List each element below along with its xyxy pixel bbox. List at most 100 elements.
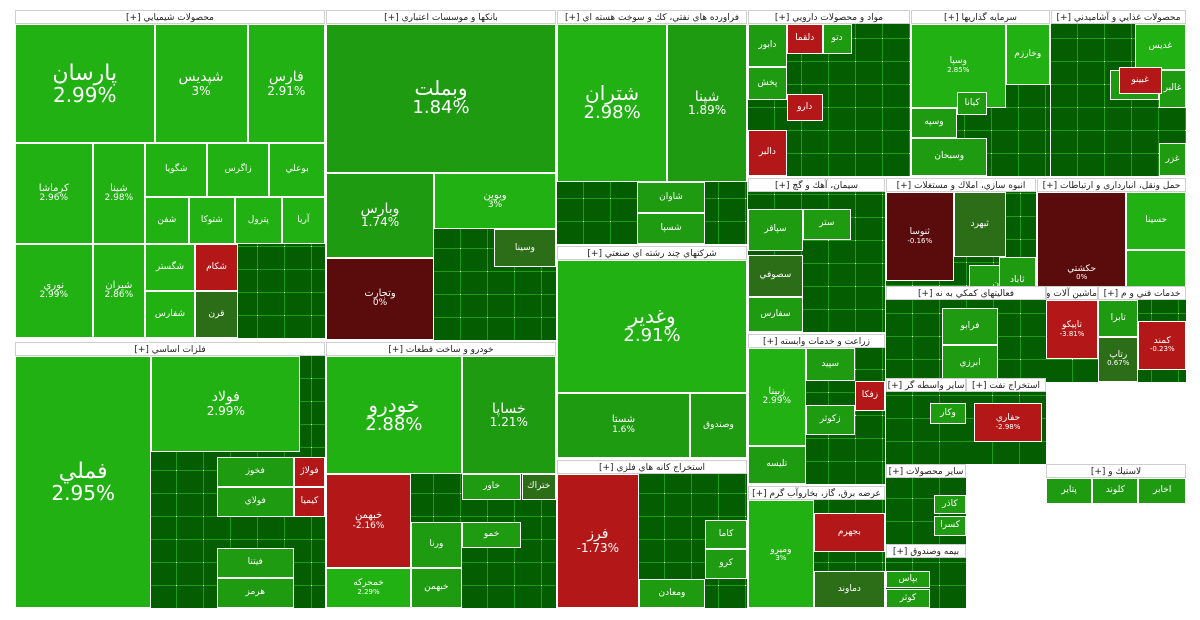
treemap-tile[interactable]: كيميا (294, 487, 325, 518)
sector-header[interactable]: خدمات فني و م [+] (1098, 286, 1186, 300)
treemap-tile[interactable]: حفاري -2.98% (974, 402, 1042, 443)
sector-header[interactable]: بانكها و موسسات اعتباري [+] (326, 10, 556, 24)
treemap-tile[interactable]: تليسه (748, 445, 806, 484)
treemap-tile[interactable]: وسبحان (911, 138, 988, 176)
sector-header[interactable]: مواد و محصولات دارويي [+] (748, 10, 910, 24)
treemap-tile[interactable]: پخش (748, 66, 787, 100)
sector-header[interactable]: ساير واسطه گر [+] (886, 378, 966, 392)
treemap-tile[interactable]: فيتنا (216, 547, 294, 578)
treemap-tile[interactable]: زفكا (854, 380, 885, 411)
treemap-tile[interactable]: غديس (1134, 24, 1186, 70)
treemap-tile[interactable]: شتران 2.98% (557, 24, 668, 183)
treemap-tile[interactable]: فولاي (216, 487, 294, 518)
treemap-tile[interactable]: غالبر (1159, 69, 1186, 108)
treemap-tile[interactable]: دابور (748, 24, 787, 67)
treemap-tile[interactable]: ثنوسا -0.16% (886, 192, 954, 282)
treemap-tile[interactable]: حسينا (1126, 192, 1186, 251)
sector-header[interactable]: محصولات غذايي و آشاميدني [+] (1051, 10, 1186, 24)
treemap-tile[interactable]: وبارس 1.74% (326, 172, 435, 258)
treemap-tile[interactable]: دارو (786, 93, 823, 122)
treemap-tile[interactable]: پارسان 2.99% (15, 24, 155, 144)
sector-header[interactable]: بيمه وصندوق [+] (886, 544, 966, 558)
treemap-tile[interactable]: نوري 2.99% (15, 243, 93, 338)
treemap-tile[interactable]: اخابر (1138, 478, 1186, 504)
treemap-tile[interactable]: تاپيكو -3.81% (1046, 300, 1098, 360)
sector-header[interactable]: فلزات اساسي [+] (15, 342, 325, 356)
treemap-tile[interactable]: خودرو 2.88% (326, 356, 462, 475)
sector-header[interactable]: خودرو و ساخت قطعات [+] (326, 342, 556, 356)
treemap-tile[interactable]: كوثر (886, 589, 930, 608)
treemap-tile[interactable]: شپنا 1.89% (667, 24, 747, 183)
sector-header[interactable]: فعاليتهاي كمكي به نه [+] (886, 286, 1046, 300)
treemap-tile[interactable]: هرمز (216, 577, 294, 608)
treemap-tile[interactable]: شكام (194, 243, 239, 291)
treemap-tile[interactable]: سپيد (805, 348, 855, 381)
treemap-tile[interactable]: سصوفي (748, 255, 803, 297)
sector-header[interactable]: استخراج نفت [+] (966, 378, 1046, 392)
treemap-tile[interactable]: آريا (281, 196, 325, 244)
treemap-tile[interactable]: فارس 2.91% (247, 24, 325, 144)
treemap-tile[interactable]: بوعلي (269, 143, 325, 197)
treemap-tile[interactable]: وسينا (493, 229, 556, 268)
treemap-tile[interactable]: خبهمن (411, 567, 462, 608)
sector-header[interactable]: محصولات شيميايي [+] (15, 10, 325, 24)
treemap-tile[interactable]: فرز -1.73% (557, 474, 639, 608)
treemap-tile[interactable]: دالبر (748, 130, 787, 176)
treemap-tile[interactable]: دلقما (786, 24, 823, 55)
treemap-tile[interactable]: پتاير (1046, 478, 1093, 504)
treemap-tile[interactable]: غزر (1159, 142, 1186, 176)
treemap-tile[interactable]: رتاپ 0.67% (1098, 336, 1139, 382)
treemap-tile[interactable]: وصندوق (690, 392, 747, 458)
sector-header[interactable]: شركتهاي چند رشته اي صنعتي [+] (557, 246, 747, 260)
treemap-tile[interactable]: وبملت 1.84% (326, 24, 556, 173)
treemap-tile[interactable]: ثبهرد (953, 192, 1006, 257)
treemap-tile[interactable]: ورنا (411, 522, 462, 568)
treemap-tile[interactable]: خاور (461, 474, 522, 500)
treemap-tile[interactable]: فولاد 2.99% (151, 356, 301, 452)
treemap-tile[interactable]: ختراك (521, 474, 556, 500)
treemap-tile[interactable]: شيران 2.86% (92, 243, 146, 338)
treemap-tile[interactable]: وتجارت 0% (326, 257, 435, 340)
treemap-tile[interactable]: خبهمن -2.16% (326, 474, 412, 568)
treemap-tile[interactable]: كمند -0.23% (1138, 320, 1186, 370)
treemap-tile[interactable]: وسپه (911, 107, 957, 138)
treemap-tile[interactable]: شفن (145, 196, 189, 244)
sector-header[interactable]: سيمان، آهك و گچ [+] (748, 178, 885, 192)
treemap-tile[interactable]: وخارزم (1005, 24, 1050, 85)
treemap-tile[interactable]: شسپا (636, 213, 706, 244)
treemap-tile[interactable]: ابرزي (942, 345, 998, 382)
treemap-tile[interactable]: كسرا (934, 516, 966, 537)
treemap-tile[interactable]: وبوين 3% (434, 172, 556, 230)
sector-header[interactable]: حمل ونقل، انبارداري و ارتباطات [+] (1037, 178, 1186, 192)
treemap-tile[interactable]: شاوان (636, 182, 706, 214)
sector-header[interactable]: استخراج كانه هاي فلزي [+] (557, 460, 747, 474)
treemap-tile[interactable]: شگويا (145, 143, 208, 197)
treemap-tile[interactable]: شتوكا (188, 196, 236, 244)
treemap-tile[interactable]: ستر (802, 208, 851, 240)
sector-header[interactable]: لاستيك و [+] (1046, 464, 1186, 478)
treemap-tile[interactable]: خساپا 1.21% (461, 356, 556, 475)
treemap-tile[interactable]: قرن (194, 290, 239, 338)
treemap-tile[interactable]: كرماشا 2.96% (15, 143, 93, 244)
treemap-tile[interactable]: شفارس (145, 290, 195, 338)
treemap-tile[interactable]: زبينا 2.99% (748, 348, 806, 446)
sector-header[interactable]: عرضه برق، گاز، بخاروآب گرم [+] (748, 486, 885, 500)
treemap-tile[interactable]: شگستر (145, 243, 195, 291)
treemap-tile[interactable]: وكار (930, 402, 966, 425)
treemap-tile[interactable]: وغدير 2.91% (557, 260, 747, 393)
treemap-tile[interactable]: بجهرم (813, 512, 885, 552)
treemap-tile[interactable]: سفارس (748, 297, 803, 332)
sector-header[interactable]: فراورده هاي نفتي، كك و سوخت هسته اي [+] (557, 10, 747, 24)
treemap-tile[interactable]: دماوند (813, 571, 885, 608)
sector-header[interactable]: انبوه سازي، املاك و مستغلات [+] (886, 178, 1036, 192)
treemap-tile[interactable]: دتو (822, 24, 852, 55)
treemap-tile[interactable]: ومعادن (638, 578, 706, 608)
treemap-tile[interactable]: شپديس 3% (154, 24, 248, 144)
treemap-tile[interactable]: شستا 1.6% (557, 392, 690, 458)
treemap-tile[interactable]: كيانا (956, 92, 988, 116)
sector-header[interactable]: ساير محصولات [+] (886, 464, 966, 478)
treemap-tile[interactable]: تابرا (1098, 300, 1139, 337)
sector-header[interactable]: زراعت و خدمات وابسته [+] (748, 334, 885, 348)
treemap-tile[interactable]: خمحركه 2.29% (326, 567, 412, 608)
treemap-tile[interactable]: غبينو (1118, 66, 1162, 94)
